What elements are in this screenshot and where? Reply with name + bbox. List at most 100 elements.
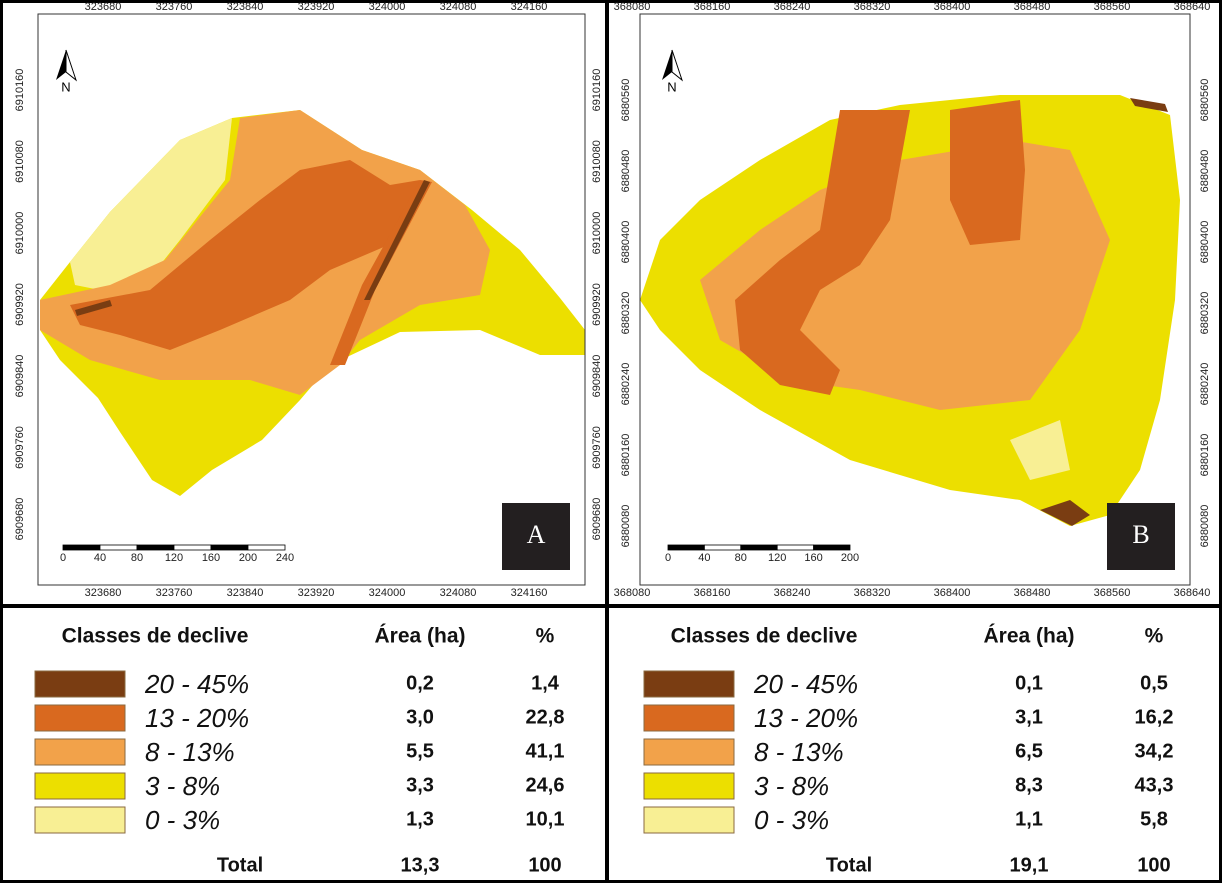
y-coord-label: 6880560	[1199, 79, 1211, 122]
north-label: N	[667, 79, 676, 94]
legend-swatch	[34, 738, 126, 766]
slope-20-45-b	[1130, 98, 1168, 112]
x-coord-label: 324000	[369, 587, 406, 599]
percent-value: 0,5	[1140, 672, 1168, 694]
x-coord-label: 324160	[511, 587, 548, 599]
north-arrow	[671, 49, 684, 82]
table-header: Classes de declive	[62, 625, 249, 648]
x-coord-label: 368640	[1174, 587, 1211, 599]
legend-class: 20 - 45%	[144, 669, 249, 699]
x-coord-label: 368320	[854, 1, 891, 13]
y-coord-label: 6910000	[14, 212, 26, 255]
north-arrow	[65, 49, 78, 82]
legend-class: 13 - 20%	[754, 703, 858, 733]
legend-class: 8 - 13%	[145, 737, 235, 767]
y-coord-label: 6880400	[1199, 221, 1211, 264]
y-coord-label: 6909840	[14, 355, 26, 398]
x-coord-label: 368480	[1014, 1, 1051, 13]
percent-value: 1,4	[531, 672, 560, 694]
percent-value: 41,1	[526, 740, 565, 762]
north-label: N	[61, 79, 70, 94]
x-coord-label: 323760	[156, 587, 193, 599]
table-header: %	[536, 625, 555, 648]
y-coord-label: 6910080	[14, 140, 26, 183]
table-header: Classes de declive	[671, 625, 858, 648]
x-coord-label: 368400	[934, 1, 971, 13]
percent-value: 10,1	[526, 808, 565, 830]
x-coord-label: 324080	[440, 587, 477, 599]
percent-value: 22,8	[526, 706, 565, 728]
x-coord-label: 368240	[774, 587, 811, 599]
legend-class: 0 - 3%	[145, 805, 220, 835]
percent-value: 5,8	[1140, 808, 1168, 830]
total-area: 13,3	[401, 854, 440, 876]
scale-label: 0	[60, 552, 66, 564]
legend-class: 8 - 13%	[754, 737, 844, 767]
y-coord-label: 6880560	[620, 79, 632, 122]
y-coord-label: 6880080	[1199, 505, 1211, 548]
x-coord-label: 368640	[1174, 1, 1211, 13]
map-a	[40, 110, 585, 496]
y-coord-label: 6910080	[591, 140, 603, 183]
legend-swatch	[643, 806, 735, 834]
slope-13-20	[70, 160, 420, 350]
panel-badge	[502, 503, 570, 570]
legend-class: 3 - 8%	[145, 771, 220, 801]
legend-swatch	[643, 704, 735, 732]
area-value: 8,3	[1015, 774, 1043, 796]
slope-13-20	[735, 110, 910, 395]
x-coord-label: 368560	[1094, 587, 1131, 599]
map-frame	[37, 13, 586, 586]
y-coord-label: 6880400	[620, 221, 632, 264]
area-value: 1,3	[406, 808, 434, 830]
legend-swatch	[643, 738, 735, 766]
north-arrow	[56, 50, 66, 80]
scale-segment	[740, 544, 778, 551]
y-coord-label: 6909840	[591, 355, 603, 398]
scale-segment	[99, 544, 138, 551]
legend-class: 20 - 45%	[753, 669, 858, 699]
x-coord-label: 323920	[298, 1, 335, 13]
x-coord-label: 323840	[227, 587, 264, 599]
area-value: 6,5	[1015, 740, 1043, 762]
x-coord-label: 368400	[934, 587, 971, 599]
legend-swatch	[643, 772, 735, 800]
panel-badge	[1107, 503, 1175, 570]
slope-20-45	[1040, 500, 1090, 526]
x-coord-label: 368320	[854, 587, 891, 599]
area-value: 3,0	[406, 706, 434, 728]
y-coord-label: 6880240	[620, 363, 632, 406]
scale-label: 80	[735, 552, 747, 564]
x-coord-label: 368160	[694, 587, 731, 599]
panel-label: A	[527, 520, 546, 549]
table-header: %	[1145, 625, 1164, 648]
scale-label: 160	[804, 552, 822, 564]
y-coord-label: 6909680	[14, 498, 26, 541]
y-coord-label: 6880480	[620, 150, 632, 193]
x-coord-label: 368560	[1094, 1, 1131, 13]
table-header: Área (ha)	[374, 625, 465, 648]
scale-label: 0	[665, 552, 671, 564]
x-coord-label: 368160	[694, 1, 731, 13]
legend-class: 13 - 20%	[145, 703, 249, 733]
scale-label: 80	[131, 552, 143, 564]
x-coord-label: 323920	[298, 587, 335, 599]
legend-class: 3 - 8%	[754, 771, 829, 801]
scale-label: 40	[698, 552, 710, 564]
y-coord-label: 6910160	[591, 69, 603, 112]
table-header: Área (ha)	[983, 625, 1074, 648]
total-area: 19,1	[1010, 854, 1049, 876]
x-coord-label: 368080	[614, 1, 651, 13]
scale-segment	[247, 544, 286, 551]
y-coord-label: 6909760	[591, 426, 603, 469]
y-coord-label: 6880320	[620, 292, 632, 335]
map-frame	[639, 13, 1191, 586]
percent-value: 24,6	[526, 774, 565, 796]
scale-segment	[62, 544, 101, 551]
y-coord-label: 6909680	[591, 498, 603, 541]
area-value: 1,1	[1015, 808, 1043, 830]
percent-value: 34,2	[1135, 740, 1174, 762]
legend-swatch	[34, 704, 126, 732]
scale-segment	[173, 544, 212, 551]
